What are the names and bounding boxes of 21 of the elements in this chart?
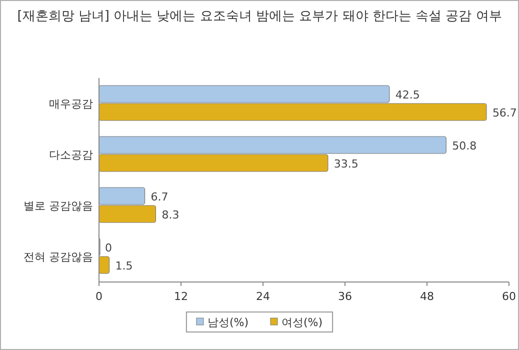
y-tick-label: 전혀 공감않음 [24, 250, 93, 264]
data-label: 33.5 [334, 158, 358, 170]
legend-label: 남성(%) [207, 316, 248, 329]
data-label: 1.5 [115, 260, 133, 272]
data-label: 50.8 [452, 140, 477, 152]
data-label: 0 [105, 242, 112, 254]
y-tick-label: 다소공감 [49, 148, 93, 162]
data-label: 56.7 [492, 106, 517, 120]
x-tick-label: 48 [420, 290, 434, 303]
data-label: 8.3 [162, 208, 180, 222]
x-tick-label: 12 [174, 290, 188, 303]
x-tick-label: 36 [338, 290, 352, 303]
y-tick-label: 매우공감 [49, 98, 93, 110]
x-tick-label: 60 [502, 290, 516, 303]
y-tick-label: 별로 공감않음 [24, 200, 93, 212]
legend-label: 여성(%) [282, 316, 323, 329]
data-label: 42.5 [395, 88, 420, 102]
x-tick-label: 0 [96, 290, 102, 303]
x-tick-label: 24 [256, 290, 270, 303]
chart-title: [재혼희망 남녀] 아내는 낮에는 요조숙녀 밤에는 요부가 돼야 한다는 속설 공감 여부 [17, 9, 502, 24]
data-label: 6.7 [150, 190, 168, 204]
